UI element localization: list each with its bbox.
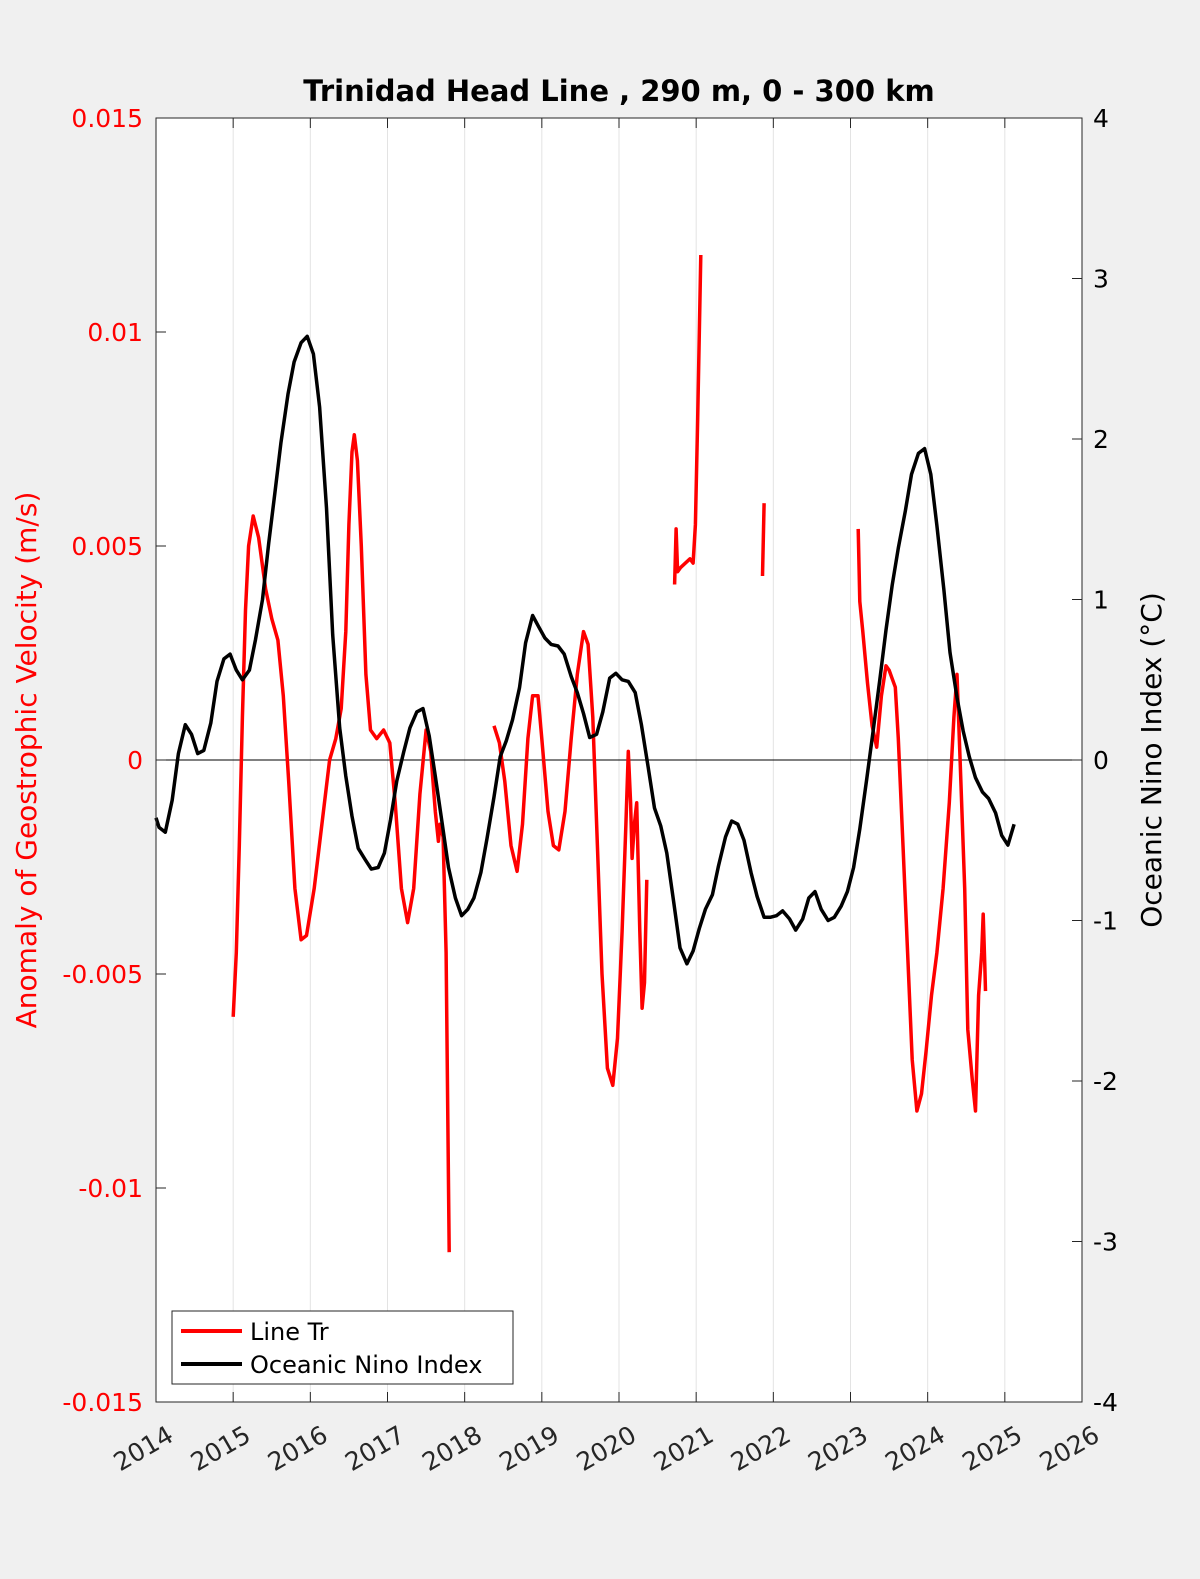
legend-label-oni: Oceanic Nino Index <box>250 1351 482 1379</box>
legend-box <box>171 1310 514 1385</box>
x-tick-label: 2014 <box>109 1420 179 1477</box>
y-right-tick-label: 2 <box>1093 425 1109 454</box>
x-tick-label: 2018 <box>417 1420 487 1477</box>
y-left-tick-label: 0 <box>127 746 143 775</box>
series-line-tr <box>231 432 451 1253</box>
series-oceanic-nino-index <box>154 334 1016 966</box>
y-right-tick-label: 4 <box>1093 104 1109 133</box>
series-line-tr <box>760 503 766 577</box>
y-right-tick-label: 3 <box>1093 265 1109 294</box>
x-tick-label: 2026 <box>1035 1420 1105 1477</box>
y-right-tick-label: -4 <box>1093 1388 1118 1417</box>
y-left-label: Anomaly of Geostrophic Velocity (m/s) <box>10 492 43 1029</box>
x-tick-label: 2025 <box>957 1420 1027 1477</box>
y-left-tick-label: -0.005 <box>62 960 143 989</box>
series-line-tr <box>856 528 988 1113</box>
x-tick-label: 2023 <box>803 1420 873 1477</box>
series-line-tr <box>672 254 703 585</box>
y-left-tick-label: -0.015 <box>62 1388 143 1417</box>
x-tick-label: 2019 <box>494 1420 564 1477</box>
series-layer <box>154 254 1016 1253</box>
x-tick-label: 2015 <box>186 1420 256 1477</box>
x-tick-label: 2020 <box>572 1420 642 1477</box>
x-tick-label: 2021 <box>649 1420 719 1477</box>
y-right-tick-label: -3 <box>1093 1228 1118 1257</box>
y-left-tick-label: -0.01 <box>78 1174 143 1203</box>
legend: Line Tr Oceanic Nino Index <box>171 1310 514 1385</box>
legend-label-line-tr: Line Tr <box>250 1318 329 1346</box>
y-left-tick-label: 0.01 <box>87 318 143 347</box>
y-left-tick-label: 0.015 <box>71 104 143 133</box>
y-right-tick-label: 0 <box>1093 746 1109 775</box>
series-line-tr <box>492 629 649 1088</box>
y-right-tick-label: 1 <box>1093 586 1109 615</box>
x-tick-label: 2022 <box>726 1420 796 1477</box>
y-right-tick-label: -1 <box>1093 907 1118 936</box>
chart-title: Trinidad Head Line , 290 m, 0 - 300 km <box>303 74 934 108</box>
x-tick-label: 2024 <box>880 1420 950 1477</box>
y-right-label: Oceanic Nino Index (°C) <box>1135 592 1168 928</box>
y-left-tick-label: 0.005 <box>71 532 143 561</box>
x-tick-label: 2016 <box>263 1420 333 1477</box>
x-tick-label: 2017 <box>340 1420 410 1477</box>
y-right-tick-label: -2 <box>1093 1067 1118 1096</box>
